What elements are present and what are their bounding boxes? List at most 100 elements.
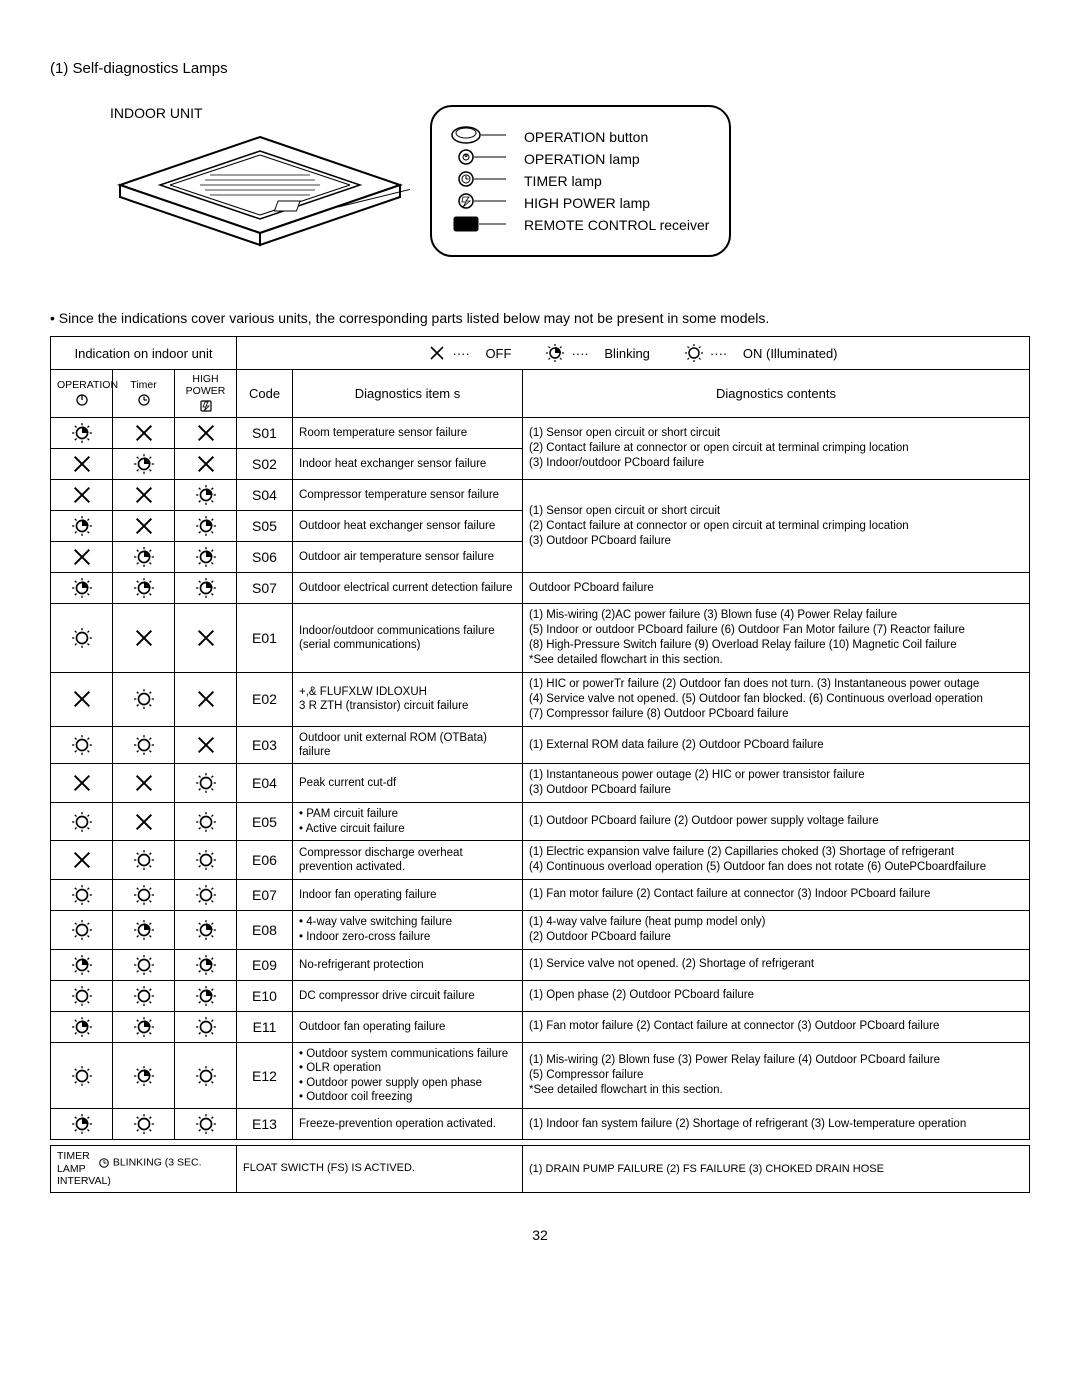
timer-lamp-label: TIMER lamp [524,173,709,189]
lamp-timer-icon [113,1011,175,1042]
remote-label: REMOTE CONTROL receiver [524,217,709,233]
table-row: S01Room temperature sensor failure(1) Se… [51,418,1030,449]
op-button-label: OPERATION button [524,129,709,145]
code-cell: E02 [237,672,293,726]
lamp-operation-icon [51,949,113,980]
content-cell: (1) Fan motor failure (2) Contact failur… [523,1011,1030,1042]
control-panel-icon [446,121,510,241]
lamp-timer-icon [113,841,175,880]
table-row: E08• 4-way valve switching failure• Indo… [51,910,1030,949]
lamp-timer-icon [113,910,175,949]
diagnostics-table: Indication on indoor unit ···· OFF ···· … [50,336,1030,1193]
lamp-highpower-icon [175,764,237,803]
lamp-timer-icon [113,573,175,604]
lamp-highpower-icon [175,726,237,764]
table-row: E09No-refrigerant protection(1) Service … [51,949,1030,980]
lamp-operation-icon [51,480,113,511]
legend-on: ···· ON (Illuminated) [684,343,838,363]
diagram-row: INDOOR UNIT [50,105,1030,280]
code-cell: E05 [237,803,293,841]
item-cell: Room temperature sensor failure [293,418,523,449]
item-cell: • PAM circuit failure• Active circuit fa… [293,803,523,841]
table-row: E03Outdoor unit external ROM (OTBata) fa… [51,726,1030,764]
page-number: 32 [50,1227,1030,1243]
lamp-highpower-icon [175,573,237,604]
lamp-highpower-icon [175,418,237,449]
op-lamp-label: OPERATION lamp [524,151,709,167]
lamp-operation-icon [51,726,113,764]
table-row: E04Peak current cut-df(1) Instantaneous … [51,764,1030,803]
code-cell: E09 [237,949,293,980]
item-cell: Freeze-prevention operation activated. [293,1109,523,1140]
content-cell: (1) Open phase (2) Outdoor PCboard failu… [523,980,1030,1011]
item-cell: +,& FLUFXLW IDLOXUH3 R ZTH (transistor) … [293,672,523,726]
code-cell: E01 [237,604,293,673]
item-cell: DC compressor drive circuit failure [293,980,523,1011]
indoor-unit-diagram: INDOOR UNIT [110,105,430,280]
indoor-unit-icon [110,127,410,277]
item-cell: Compressor temperature sensor failure [293,480,523,511]
item-cell: Compressor discharge overheat prevention… [293,841,523,880]
lamp-operation-icon [51,1042,113,1109]
lamp-highpower-icon [175,449,237,480]
code-cell: E03 [237,726,293,764]
item-cell: Outdoor unit external ROM (OTBata) failu… [293,726,523,764]
item-cell: • 4-way valve switching failure• Indoor … [293,910,523,949]
header-code: Code [237,370,293,418]
lamp-timer-icon [113,672,175,726]
header-operation: OPERATION [51,370,113,418]
lamp-timer-icon [113,1042,175,1109]
table-header-row: OPERATION Timer HIGH POWER Code Diagnost… [51,370,1030,418]
content-cell: (1) Electric expansion valve failure (2)… [523,841,1030,880]
lamp-operation-icon [51,764,113,803]
lamp-highpower-icon [175,1042,237,1109]
lamp-operation-icon [51,910,113,949]
control-panel-callout: OPERATION button OPERATION lamp TIMER la… [430,105,731,257]
lamp-operation-icon [51,879,113,910]
table-row: E06Compressor discharge overheat prevent… [51,841,1030,880]
lamp-timer-icon [113,418,175,449]
item-cell: Indoor heat exchanger sensor failure [293,449,523,480]
lamp-timer-icon [113,803,175,841]
lamp-operation-icon [51,511,113,542]
code-cell: E06 [237,841,293,880]
content-cell: (1) Mis-wiring (2)AC power failure (3) B… [523,604,1030,673]
content-cell: (1) Instantaneous power outage (2) HIC o… [523,764,1030,803]
lamp-operation-icon [51,803,113,841]
item-cell: Outdoor electrical current detection fai… [293,573,523,604]
table-row: E12• Outdoor system communications failu… [51,1042,1030,1109]
footer-float: FLOAT SWICTH (FS) IS ACTIVED. [237,1146,523,1193]
content-cell: Outdoor PCboard failure [523,573,1030,604]
lamp-operation-icon [51,672,113,726]
section-title: (1) Self-diagnostics Lamps [50,60,1030,77]
content-cell: (1) Service valve not opened. (2) Shorta… [523,949,1030,980]
lamp-highpower-icon [175,879,237,910]
content-cell: (1) External ROM data failure (2) Outdoo… [523,726,1030,764]
lamp-highpower-icon [175,1109,237,1140]
lamp-operation-icon [51,1109,113,1140]
code-cell: E13 [237,1109,293,1140]
header-timer: Timer [113,370,175,418]
footer-timer-lamp: TIMER LAMP [57,1150,95,1175]
note-text: • Since the indications cover various un… [50,310,1030,326]
table-row: E13Freeze-prevention operation activated… [51,1109,1030,1140]
lamp-timer-icon [113,480,175,511]
legend-row: Indication on indoor unit ···· OFF ···· … [51,337,1030,370]
legend-off: ···· OFF [428,344,511,362]
item-cell: Indoor/outdoor communications failure (s… [293,604,523,673]
code-cell: S05 [237,511,293,542]
code-cell: E08 [237,910,293,949]
content-cell: (1) Sensor open circuit or short circuit… [523,418,1030,480]
code-cell: E04 [237,764,293,803]
code-cell: S04 [237,480,293,511]
item-cell: Outdoor fan operating failure [293,1011,523,1042]
lamp-highpower-icon [175,511,237,542]
code-cell: E12 [237,1042,293,1109]
lamp-highpower-icon [175,949,237,980]
lamp-timer-icon [113,879,175,910]
table-row: E11Outdoor fan operating failure(1) Fan … [51,1011,1030,1042]
item-cell: Indoor fan operating failure [293,879,523,910]
item-cell: No-refrigerant protection [293,949,523,980]
lamp-highpower-icon [175,604,237,673]
content-cell: (1) Outdoor PCboard failure (2) Outdoor … [523,803,1030,841]
